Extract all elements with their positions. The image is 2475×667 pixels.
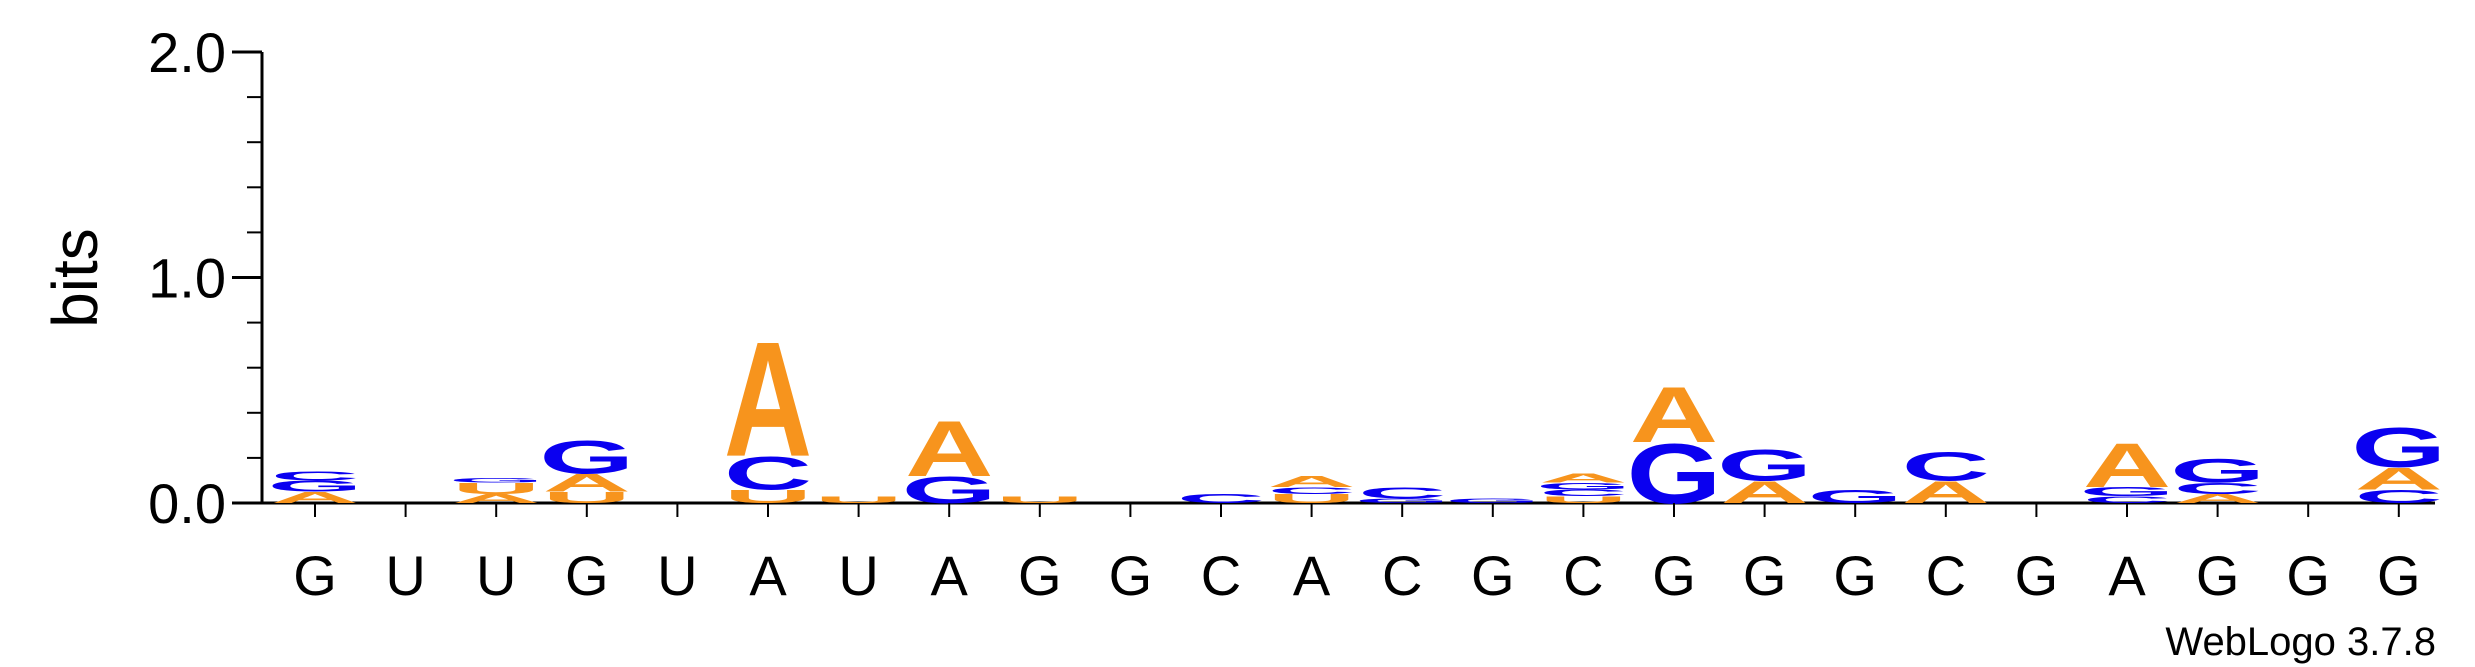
x-tick-label: G bbox=[2286, 544, 2330, 607]
x-tick-label: G bbox=[565, 544, 609, 607]
logo-glyph-c: C bbox=[271, 469, 359, 483]
logo-glyph-a: A bbox=[1630, 371, 1718, 459]
y-axis-ticks: 0.0 1.0 2.0 bbox=[148, 21, 262, 535]
logo-glyph-c: C bbox=[2083, 495, 2171, 505]
logo-glyph-a: A bbox=[543, 469, 631, 497]
x-tick-label: A bbox=[2108, 544, 2146, 607]
x-tick-label: C bbox=[1926, 544, 1966, 607]
x-tick-label: G bbox=[1833, 544, 1877, 607]
logo-glyph-c: C bbox=[724, 447, 812, 500]
x-tick-label: A bbox=[931, 544, 969, 607]
logo-glyph-a: A bbox=[1539, 471, 1627, 485]
y-tick-label: 1.0 bbox=[148, 247, 226, 310]
y-tick-label: 2.0 bbox=[148, 21, 226, 84]
logo-glyph-u: U bbox=[724, 486, 812, 507]
logo-glyph-u: U bbox=[543, 489, 631, 507]
x-tick-label: U bbox=[657, 544, 697, 607]
logo-glyph-u: U bbox=[1539, 495, 1627, 505]
logo-glyph-a: A bbox=[452, 492, 540, 506]
x-tick-label: C bbox=[1201, 544, 1241, 607]
logo-glyph-g: G bbox=[1536, 481, 1631, 491]
logo-glyph-g: G bbox=[449, 477, 544, 484]
logo-glyph-g: G bbox=[267, 478, 362, 496]
logo-glyph-g: G bbox=[1808, 486, 1903, 507]
logo-glyph-g: G bbox=[2170, 452, 2265, 491]
logo-glyph-a: A bbox=[1267, 473, 1355, 491]
logo-glyph-a: A bbox=[2355, 461, 2443, 496]
logo-glyph-g: G bbox=[539, 431, 634, 484]
y-axis-title: bits bbox=[39, 228, 111, 328]
x-tick-label: G bbox=[1471, 544, 1515, 607]
x-tick-label: C bbox=[1563, 544, 1603, 607]
logo-glyph-g: G bbox=[1355, 497, 1450, 504]
logo-glyph-c: C bbox=[1539, 488, 1627, 498]
logo-glyph-c: C bbox=[2173, 480, 2261, 498]
logo-glyph-a: A bbox=[271, 489, 359, 507]
logo-glyph-a: A bbox=[2173, 492, 2261, 506]
logo-glyph-c: C bbox=[1358, 484, 1446, 502]
y-tick-label: 0.0 bbox=[148, 472, 226, 535]
logo-glyph-a: A bbox=[724, 307, 812, 491]
x-tick-label: G bbox=[1018, 544, 1062, 607]
logo-glyph-c: C bbox=[2355, 486, 2443, 507]
x-tick-label: G bbox=[1109, 544, 1153, 607]
logo-glyph-g: G bbox=[2351, 416, 2446, 479]
x-tick-label: U bbox=[385, 544, 425, 607]
logo-glyph-g: G bbox=[1717, 441, 1812, 490]
x-tick-label: G bbox=[2377, 544, 2421, 607]
x-tick-label: A bbox=[749, 544, 787, 607]
logo-glyph-a: A bbox=[905, 405, 993, 493]
logo-glyph-g: G bbox=[1445, 497, 1540, 504]
logo-glyph-a: A bbox=[2083, 430, 2171, 501]
x-tick-label: G bbox=[2196, 544, 2240, 607]
logo-glyph-c: C bbox=[1267, 486, 1355, 496]
logo-glyph-u: U bbox=[452, 480, 540, 498]
x-tick-label: G bbox=[1743, 544, 1787, 607]
x-tick-label: A bbox=[1293, 544, 1331, 607]
logo-glyph-u: U bbox=[1267, 492, 1355, 506]
x-tick-label: G bbox=[1652, 544, 1696, 607]
logo-glyph-g: G bbox=[2079, 485, 2174, 499]
x-tick-label: U bbox=[476, 544, 516, 607]
logo-glyph-u: U bbox=[814, 495, 902, 505]
logo-glyph-c: C bbox=[1177, 492, 1265, 506]
logo-glyph-u: U bbox=[996, 495, 1084, 505]
x-tick-label: C bbox=[1382, 544, 1422, 607]
x-tick-label: G bbox=[293, 544, 337, 607]
logo-glyph-c: C bbox=[1902, 444, 1990, 490]
x-tick-label: U bbox=[838, 544, 878, 607]
x-tick-label: G bbox=[2015, 544, 2059, 607]
weblogo-credit: WebLogo 3.7.8 bbox=[2165, 620, 2436, 664]
